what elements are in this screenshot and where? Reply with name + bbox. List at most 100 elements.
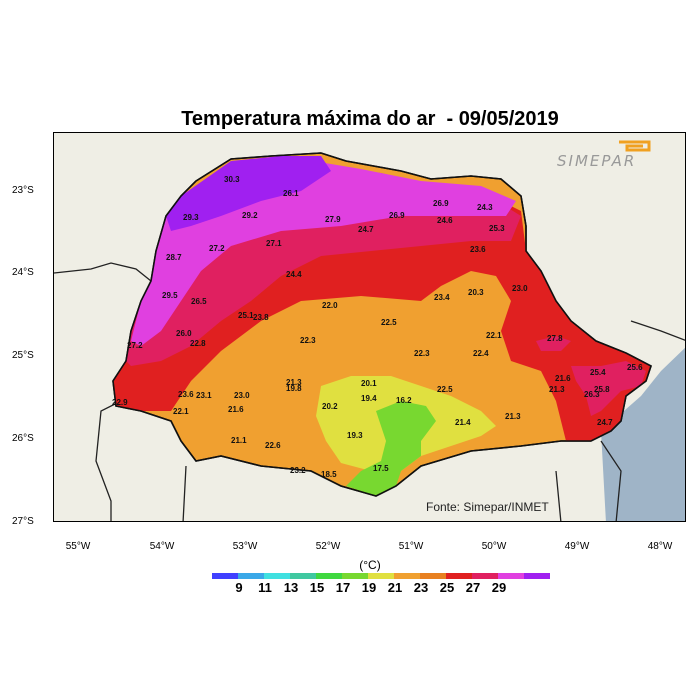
lon-label-48: 48°W — [647, 541, 673, 552]
station-value: 23.0 — [512, 284, 528, 293]
station-value: 21.3 — [286, 378, 302, 387]
station-value: 19.8 — [286, 384, 302, 393]
ocean-area — [601, 347, 685, 521]
lat-label-25: 25°S — [12, 350, 34, 361]
temperature-map — [54, 133, 685, 521]
station-value: 20.2 — [322, 402, 338, 411]
station-value: 26.9 — [389, 211, 405, 220]
station-value: 17.5 — [373, 464, 389, 473]
legend-swatch — [212, 573, 238, 579]
legend-swatch — [420, 573, 446, 579]
station-value: 19.4 — [361, 394, 377, 403]
state-borders — [54, 262, 685, 521]
station-value: 23.6 — [178, 390, 194, 399]
legend-tick: 19 — [361, 580, 377, 595]
station-value: 22.5 — [437, 385, 453, 394]
lon-label-53: 53°W — [232, 541, 258, 552]
station-value: 23.0 — [234, 391, 250, 400]
legend-tick: 17 — [335, 580, 351, 595]
lon-label-49: 49°W — [564, 541, 590, 552]
station-value: 27.9 — [325, 215, 341, 224]
station-value: 27.1 — [266, 239, 282, 248]
station-value: 21.6 — [228, 405, 244, 414]
legend-tick: 13 — [283, 580, 299, 595]
legend-swatch — [524, 573, 550, 579]
station-value: 22.6 — [265, 441, 281, 450]
lat-label-26: 26°S — [12, 433, 34, 444]
station-value: 21.3 — [549, 385, 565, 394]
zone-purple — [166, 156, 331, 231]
color-legend — [212, 573, 550, 579]
map-title: Temperatura máxima do ar - 09/05/2019 — [181, 108, 559, 130]
station-value: 29.2 — [242, 211, 258, 220]
simepar-logo-icon — [619, 140, 651, 152]
zone-east-crimson — [571, 361, 646, 416]
legend-tick: 9 — [235, 580, 243, 595]
lat-label-27: 27°S — [12, 516, 34, 527]
zone-east-pocket — [536, 336, 571, 351]
source-label: Fonte: Simepar/INMET — [426, 500, 549, 514]
station-value: 24.6 — [437, 216, 453, 225]
station-value: 21.3 — [505, 412, 521, 421]
legend-tick: 27 — [465, 580, 481, 595]
station-value: 24.3 — [477, 203, 493, 212]
legend-swatch — [316, 573, 342, 579]
legend-tick: 15 — [309, 580, 325, 595]
legend-swatch — [264, 573, 290, 579]
station-value: 21.4 — [455, 418, 471, 427]
station-value: 25.6 — [627, 363, 643, 372]
logo-text: SIMEPAR — [557, 152, 637, 170]
station-value: 26.0 — [176, 329, 192, 338]
station-value: 22.1 — [486, 331, 502, 340]
station-value: 16.2 — [396, 396, 412, 405]
map-panel — [53, 132, 686, 522]
station-value: 22.0 — [322, 301, 338, 310]
legend-swatch — [290, 573, 316, 579]
station-value: 26.1 — [283, 189, 299, 198]
station-value: 22.4 — [473, 349, 489, 358]
station-value: 27.8 — [547, 334, 563, 343]
lon-label-51: 51°W — [398, 541, 424, 552]
station-value: 23.8 — [253, 313, 269, 322]
station-value: 29.3 — [183, 213, 199, 222]
station-value: 25.8 — [594, 385, 610, 394]
legend-swatch — [472, 573, 498, 579]
lon-label-50: 50°W — [481, 541, 507, 552]
lon-label-55: 55°W — [65, 541, 91, 552]
station-value: 22.3 — [300, 336, 316, 345]
station-value: 22.3 — [414, 349, 430, 358]
station-value: 21.6 — [555, 374, 571, 383]
legend-tick: 29 — [491, 580, 507, 595]
station-value: 19.3 — [347, 431, 363, 440]
station-value: 24.7 — [597, 418, 613, 427]
station-value: 28.7 — [166, 253, 182, 262]
station-value: 27.2 — [209, 244, 225, 253]
station-value: 25.4 — [590, 368, 606, 377]
legend-swatch — [238, 573, 264, 579]
station-value: 26.9 — [433, 199, 449, 208]
station-value: 24.4 — [286, 270, 302, 279]
station-value: 22.8 — [190, 339, 206, 348]
legend-swatch — [498, 573, 524, 579]
station-value: 22.5 — [381, 318, 397, 327]
lon-label-52: 52°W — [315, 541, 341, 552]
station-value: 20.1 — [361, 379, 377, 388]
station-value: 23.6 — [470, 245, 486, 254]
legend-swatch — [342, 573, 368, 579]
unit-label: (°C) — [359, 558, 381, 572]
lat-label-24: 24°S — [12, 267, 34, 278]
station-value: 30.3 — [224, 175, 240, 184]
legend-tick: 23 — [413, 580, 429, 595]
station-value: 25.1 — [238, 311, 254, 320]
station-value: 20.3 — [468, 288, 484, 297]
station-value: 18.5 — [321, 470, 337, 479]
station-value: 22.9 — [112, 398, 128, 407]
lon-label-54: 54°W — [149, 541, 175, 552]
station-value: 29.5 — [162, 291, 178, 300]
station-value: 23.2 — [290, 466, 306, 475]
legend-tick: 25 — [439, 580, 455, 595]
legend-tick: 11 — [258, 580, 272, 595]
legend-tick: 21 — [387, 580, 403, 595]
station-value: 21.1 — [231, 436, 247, 445]
station-value: 25.3 — [489, 224, 505, 233]
